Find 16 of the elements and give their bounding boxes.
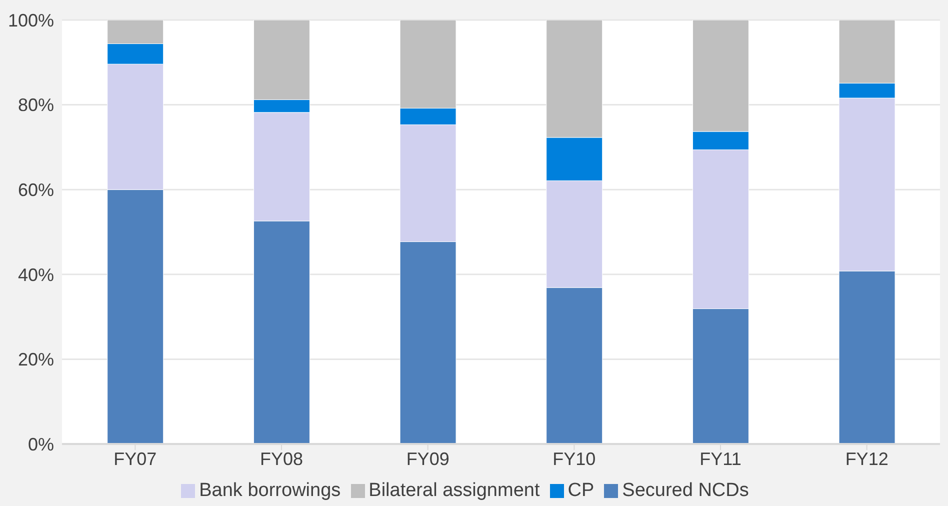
- x-tick-label: FY10: [552, 448, 596, 469]
- x-tick-label: FY12: [845, 448, 888, 469]
- legend-label: CP: [568, 480, 594, 501]
- y-tick-label: 40%: [18, 264, 54, 285]
- y-tick-label: 0%: [28, 434, 54, 454]
- x-tick-label: FY11: [700, 448, 742, 469]
- x-tick-label: FY08: [260, 448, 304, 469]
- y-tick-label: 20%: [18, 350, 54, 370]
- legend-label: Secured NCDs: [622, 480, 749, 501]
- y-tick-label: 80%: [18, 95, 54, 116]
- legend-label: Bank borrowings: [199, 480, 341, 501]
- y-tick-label: 60%: [18, 180, 54, 200]
- x-tick-label: FY07: [114, 448, 157, 469]
- y-tick-label: 100%: [8, 10, 54, 30]
- legend-label: Bilateral assignment: [368, 480, 540, 501]
- x-tick-label: FY09: [406, 448, 450, 469]
